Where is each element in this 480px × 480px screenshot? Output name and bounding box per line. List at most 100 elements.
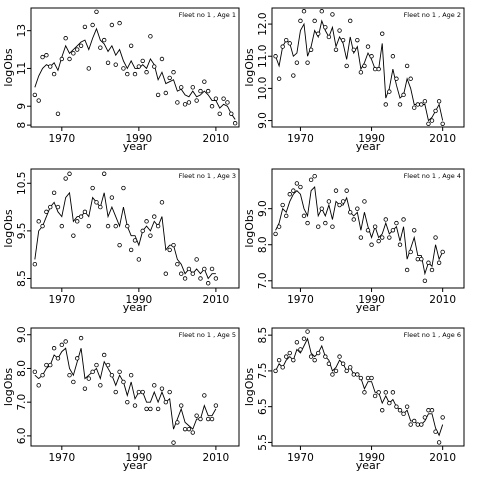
observation-point <box>383 217 388 222</box>
observation-point <box>369 54 374 59</box>
observation-point <box>75 356 80 361</box>
observation-point <box>98 45 103 50</box>
observation-point <box>308 177 314 183</box>
observation-point <box>355 206 360 211</box>
x-tick-label: 1990 <box>358 452 385 464</box>
y-tick-label: 9.0 <box>257 112 269 129</box>
observation-point <box>32 92 38 98</box>
observation-point <box>326 361 332 366</box>
observation-point <box>330 372 335 377</box>
observation-point <box>401 217 406 222</box>
observation-point <box>182 426 188 432</box>
observation-point <box>440 249 445 255</box>
y-tick-label: 8.5 <box>16 270 28 287</box>
observation-point <box>105 60 111 65</box>
observation-point <box>186 100 192 105</box>
observation-point <box>340 199 346 204</box>
observation-point <box>40 223 45 229</box>
observation-point <box>372 224 378 229</box>
observation-point <box>351 372 356 377</box>
observation-point <box>323 354 328 359</box>
observation-point <box>358 235 364 240</box>
observation-point <box>436 99 442 104</box>
y-tick-label: 5.5 <box>257 434 269 451</box>
y-tick-label: 8.5 <box>257 327 269 344</box>
observation-point <box>67 373 72 378</box>
observation-point <box>276 357 282 363</box>
observation-point <box>194 257 199 262</box>
observation-point <box>175 100 180 105</box>
x-tick-label: 1990 <box>125 133 152 145</box>
y-axis-title: logObs <box>243 48 256 86</box>
fitted-line <box>275 337 444 437</box>
observation-point <box>198 416 203 422</box>
observation-point <box>171 440 176 445</box>
y-tick-label: 12.0 <box>257 12 269 35</box>
observation-point <box>101 352 107 358</box>
observation-point <box>419 422 424 427</box>
observation-point <box>125 399 130 405</box>
x-tick-label: 1970 <box>48 133 75 145</box>
observation-point <box>301 336 307 341</box>
y-tick-label: 8 <box>16 122 28 129</box>
observation-point <box>209 266 215 272</box>
y-tick-label: 9.0 <box>257 200 269 217</box>
observation-point <box>419 102 424 107</box>
observation-point <box>59 56 65 62</box>
observation-point <box>436 440 442 445</box>
observation-point <box>63 339 68 344</box>
observation-point <box>362 390 367 395</box>
observation-point <box>390 228 396 233</box>
observation-point <box>333 188 339 193</box>
observation-point <box>163 90 169 96</box>
observation-point <box>319 9 324 14</box>
observation-point <box>319 336 324 341</box>
x-axis-title: year <box>356 459 381 472</box>
observation-point <box>209 104 215 109</box>
observation-point <box>365 44 371 49</box>
observation-point <box>312 174 317 179</box>
observation-point <box>67 56 72 62</box>
observation-point <box>284 213 289 219</box>
observation-point <box>63 36 68 41</box>
observation-point <box>82 24 88 30</box>
observation-point <box>316 224 321 229</box>
observation-point <box>298 18 303 24</box>
observation-point <box>412 228 417 233</box>
observation-point <box>376 390 381 395</box>
x-tick-label: 1970 <box>48 452 75 464</box>
observation-point <box>148 406 153 412</box>
observation-point <box>63 176 68 181</box>
observation-point <box>128 247 134 253</box>
observation-point <box>105 223 111 229</box>
observation-point <box>198 276 203 281</box>
observation-point <box>167 389 172 395</box>
observation-point <box>182 102 188 107</box>
observation-point <box>387 89 392 94</box>
observation-point <box>280 202 285 208</box>
observation-point <box>276 224 282 229</box>
fitted-line <box>275 19 444 122</box>
panel-title: Fleet no 1 , Age 3 <box>179 172 236 180</box>
panel-title: Fleet no 1 , Age 2 <box>404 11 461 19</box>
plot-frame <box>30 7 240 128</box>
observation-point <box>78 214 84 219</box>
observation-point <box>415 256 420 262</box>
panel-title: Fleet no 1 , Age 6 <box>404 331 461 339</box>
panel-1: Fleet no 1 , Age 1 1970 1990 2010 8 9 11 13 year… <box>2 7 240 153</box>
observation-point <box>305 220 310 226</box>
observation-point <box>323 25 328 30</box>
observation-point <box>376 66 381 72</box>
observation-point <box>337 354 342 359</box>
observation-point <box>273 54 278 59</box>
y-tick-label: 11 <box>16 62 28 75</box>
observation-point <box>440 121 445 126</box>
observation-point <box>358 375 364 381</box>
x-tick-label: 2010 <box>203 294 230 306</box>
observation-point <box>294 60 300 65</box>
observation-point <box>148 34 153 39</box>
y-tick-label: 8.0 <box>257 236 269 253</box>
observation-point <box>117 242 122 248</box>
observation-point <box>55 204 61 210</box>
